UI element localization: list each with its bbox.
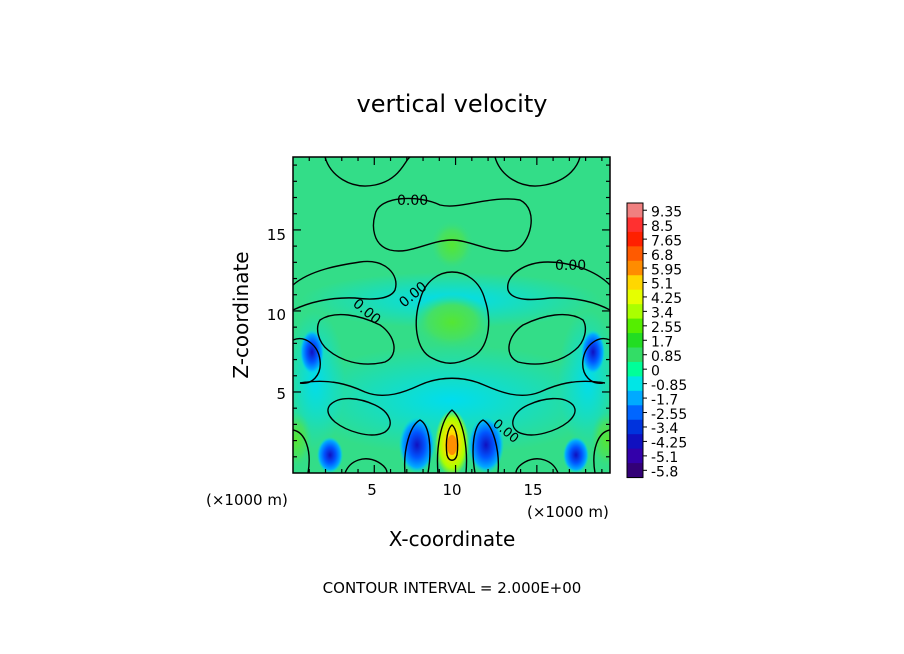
colorbar-label: 3.4 [651,306,673,322]
contour-label: 0.00 [397,193,428,209]
contour-core-inner [445,424,459,461]
contour-low-right [512,397,576,436]
colorbar-label: 8.5 [651,219,673,235]
colorbar-swatch [627,231,643,247]
plot-area [293,157,610,473]
colorbar-label: 0.85 [651,349,682,365]
colorbar-swatch [627,318,643,334]
colorbar-label: -5.1 [651,450,678,466]
plot-frame [292,156,611,474]
field-green-center [412,294,492,350]
colorbar-swatch [627,463,643,479]
field-blue-mid-left [300,330,324,374]
contour-label: 0.00 [555,258,586,274]
contour-low-left [327,397,391,436]
colorbar: 9.358.57.656.85.955.14.253.42.551.70.850… [626,202,687,481]
colorbar-label: 5.1 [651,277,673,293]
y-tick-label: 5 [276,385,286,403]
colorbar-label: 2.55 [651,320,682,336]
y-axis-title: Z-coordinate [229,251,253,378]
field-blue-far-left [317,437,343,473]
x-tick-label: 5 [367,481,377,499]
x-unit-label: (×1000 m) [527,503,609,521]
colorbar-label: 0 [651,363,660,379]
colorbar-swatch [627,448,643,464]
field-cyan-band-low [293,345,610,455]
colorbar-swatch [627,275,643,291]
contour-blue-right [472,419,500,473]
colorbar-swatch [627,434,643,450]
contour-mid-wave [299,377,606,396]
colorbar-label: -3.4 [651,421,678,437]
colorbar-label: -0.85 [651,378,687,394]
y-tick-labels: 15 10 5 [267,226,286,403]
contour-core-outer [436,409,468,473]
contour-left-arm [293,260,397,311]
contour-left-edge-pocket [293,338,321,384]
field-green-upper [430,220,474,270]
field-blue-far-right [563,437,589,473]
field-green-right-edge [591,412,610,468]
colorbar-swatch [627,246,643,262]
contour-upper-cap [372,197,532,252]
colorbar-swatch [627,405,643,421]
colorbar-swatch [627,419,643,435]
colorbar-swatch [627,361,643,377]
axis-ticks [293,157,610,473]
x-tick-label: 15 [523,481,542,499]
x-axis-title: X-coordinate [389,527,516,551]
contour-right-lobe [508,313,587,365]
colorbar-label: 1.7 [651,335,673,351]
colorbar-swatch [627,304,643,320]
colorbar-label: -1.7 [651,392,678,408]
z-unit-label: (×1000 m) [206,491,288,509]
y-tick-label: 15 [267,226,286,244]
colorbar-swatch [627,217,643,233]
contour-center-bulb [415,271,490,364]
contour-right-edge-pocket [582,338,610,384]
colorbar-swatch [627,260,643,276]
colorbar-label: 7.65 [651,233,682,249]
colorbar-label: -2.55 [651,407,687,423]
field-blue-lower-right [468,417,504,473]
contour-bottom-left [293,429,388,473]
colorbar-swatch [627,203,643,218]
colorbar-label: -4.25 [651,436,687,452]
contour-right-arm [507,261,610,311]
contour-interval-note: CONTOUR INTERVAL = 2.000E+00 [323,579,582,597]
colorbar-swatch [627,376,643,392]
chart-title: vertical velocity [357,90,548,118]
colorbar-label: 9.35 [651,204,682,220]
colorbar-label: 5.95 [651,262,682,278]
contour-left-lobe [316,313,395,365]
contour-lines [293,157,610,473]
colorbar-swatch [627,333,643,348]
field-blue-lower-left [399,417,435,473]
field-green-left-edge [293,412,312,468]
y-tick-label: 10 [267,306,286,324]
colorbar-swatch [627,289,643,305]
colorbar-label: -5.8 [651,465,678,481]
colorbar-label: 6.8 [651,248,673,264]
colorbar-swatch [627,347,643,363]
x-tick-label: 10 [442,481,461,499]
contour-top-arch [324,157,581,187]
field-updraft-center [447,435,457,455]
contour-blue-left [403,419,431,473]
field-blue-mid-right [581,330,605,374]
x-tick-labels: 5 10 15 [367,481,542,499]
colorbar-swatch [627,390,643,406]
contour-bottom-right [515,429,610,473]
colorbar-label: 4.25 [651,291,682,307]
